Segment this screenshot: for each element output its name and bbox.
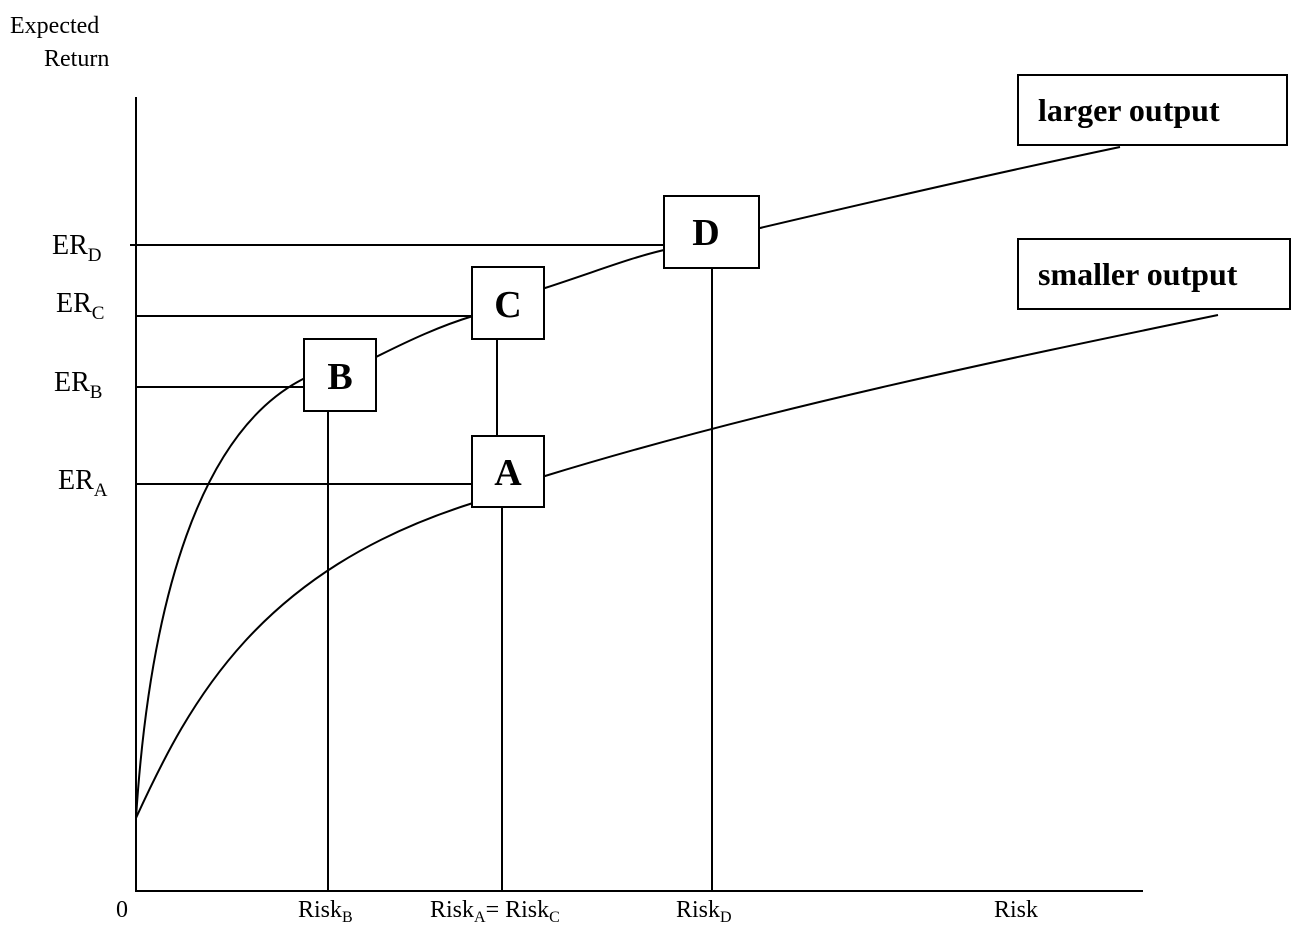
point-d-box bbox=[663, 195, 760, 269]
tick-risk-d: RiskD bbox=[676, 897, 732, 926]
tick-er-d: ERD bbox=[52, 230, 102, 266]
smaller-output-label-box bbox=[1017, 238, 1291, 310]
origin-label: 0 bbox=[116, 897, 128, 923]
y-axis-label-line1: Expected bbox=[10, 13, 99, 39]
point-b-label: B bbox=[327, 356, 352, 398]
point-c-box bbox=[471, 266, 545, 340]
tick-er-b: ERB bbox=[54, 367, 102, 403]
point-c-label: C bbox=[494, 284, 521, 326]
y-axis-label-line2: Return bbox=[44, 46, 109, 72]
smaller-output-curve bbox=[135, 314, 1219, 819]
point-b-box bbox=[303, 338, 377, 412]
point-a-box bbox=[471, 435, 545, 508]
larger-output-label: larger output bbox=[1038, 92, 1220, 128]
larger-output-curve bbox=[135, 146, 1121, 819]
point-a-label: A bbox=[494, 452, 522, 494]
point-d-label: D bbox=[692, 212, 719, 254]
smaller-output-label: smaller output bbox=[1038, 256, 1238, 292]
tick-risk-ac: RiskA= RiskC bbox=[430, 897, 560, 926]
x-axis-label: Risk bbox=[994, 897, 1038, 923]
tick-risk-b: RiskB bbox=[298, 897, 353, 926]
larger-output-label-box bbox=[1017, 74, 1288, 146]
tick-er-c: ERC bbox=[56, 288, 104, 324]
tick-er-a: ERA bbox=[58, 465, 108, 501]
